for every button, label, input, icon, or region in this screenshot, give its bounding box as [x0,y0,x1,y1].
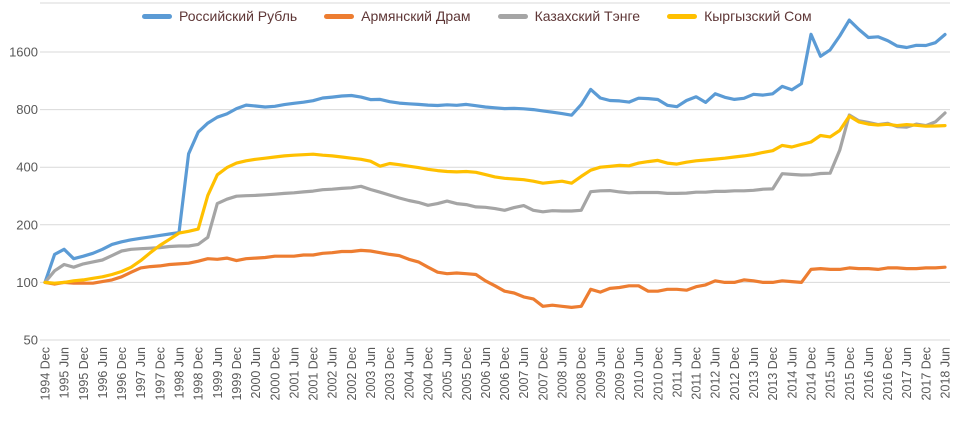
y-axis-tick-label: 200 [16,217,38,232]
x-axis-tick-label: 1995 Jun [58,347,72,398]
x-axis-tick-label: 2011 Dec [690,347,704,400]
x-axis-tick-label: 2007 Dec [536,347,550,401]
x-axis-tick-label: 2015 Dec [843,347,857,401]
y-axis-tick-label: 800 [16,102,38,117]
x-axis-tick-label: 2006 Jun [479,347,493,398]
x-axis-tick-label: 2007 Jun [517,347,531,398]
legend-line-swatch-kgs [667,13,698,19]
x-axis-tick-label: 2003 Jun [364,347,378,398]
legend-label-amd: Армянский Драм [361,8,471,24]
x-axis-tick-label: 2009 Jun [594,347,608,398]
x-axis-tick-label: 2016 Jun [862,347,876,398]
x-axis-tick-label: 1999 Dec [230,347,244,401]
x-axis-tick-label: 2003 Dec [383,347,397,401]
x-axis-tick-label: 1998 Dec [192,347,206,401]
x-axis-tick-label: 2008 Jun [556,347,570,398]
x-axis-tick-label: 2005 Jun [441,347,455,398]
x-axis-tick-label: 2002 Dec [345,347,359,401]
legend-line-swatch-amd [324,13,355,19]
x-axis-tick-label: 2004 Dec [421,347,435,401]
legend-label-rub: Российский Рубль [179,8,298,24]
x-axis-tick-label: 2000 Jun [249,347,263,398]
x-axis-tick-label: 2015 Jun [824,347,838,398]
legend-line-swatch-rub [142,13,172,19]
x-axis-tick-label: 2010 Dec [651,347,665,401]
x-axis-tick-label: 1999 Jun [211,347,225,398]
legend-item-kgs: Кыргызский Сом [667,8,812,24]
x-axis-tick-label: 1996 Dec [115,347,129,401]
x-axis-tick-label: 1997 Jun [134,347,148,398]
x-axis-tick-label: 2004 Jun [402,347,416,398]
legend-item-kzt: Казахский Тэнге [497,8,641,24]
x-axis-tick-label: 2017 Jun [900,347,914,398]
y-axis-tick-label: 50 [24,333,38,348]
x-axis-tick-label: 2008 Dec [575,347,589,401]
x-axis-tick-label: 2011 Jun [670,347,684,398]
series-line-kzt [43,111,947,284]
x-axis-tick-label: 2006 Dec [498,347,512,401]
x-axis-tick-label: 2012 Dec [728,347,742,401]
y-axis-tick-label: 100 [16,275,38,290]
x-axis-tick-label: 2014 Jun [785,347,799,398]
x-axis-tick-label: 2005 Dec [460,347,474,401]
series-line-rub [43,18,947,284]
x-axis-tick-label: 2010 Jun [632,347,646,398]
y-axis-tick-label: 400 [16,160,38,175]
x-axis-tick-label: 2000 Dec [268,347,282,401]
x-axis-tick-label: 2002 Jun [326,347,340,398]
series-line-amd [43,248,947,309]
legend-item-rub: Российский Рубль [142,8,297,24]
x-axis-tick-label: 2013 Jun [747,347,761,398]
x-axis-tick-label: 1996 Jun [96,347,110,398]
x-axis-tick-label: 2016 Dec [881,347,895,401]
y-axis-tick-label: 1600 [9,45,38,60]
x-axis-tick-label: 2017 Dec [919,347,933,401]
legend-item-amd: Армянский Драм [324,8,471,24]
x-axis-tick-label: 2001 Dec [307,347,321,401]
x-axis-tick-label: 1994 Dec [39,347,53,401]
x-axis-tick-label: 2018 Jun [939,347,953,398]
legend-label-kzt: Казахский Тэнге [534,8,641,24]
x-axis-tick-label: 2014 Dec [804,347,818,401]
x-axis-tick-label: 1998 Jun [173,347,187,398]
legend-line-swatch-kzt [497,13,528,19]
chart-legend: Российский Рубль Армянский Драм Казахски… [142,8,812,24]
x-axis-tick-label: 2009 Dec [613,347,627,401]
x-axis-tick-label: 2012 Jun [709,347,723,398]
x-axis-tick-label: 1995 Dec [77,347,91,401]
series-line-kgs [43,114,947,285]
x-axis-tick-label: 2013 Dec [766,347,780,401]
x-axis-tick-label: 1997 Dec [153,347,167,401]
x-axis-tick-label: 2001 Jun [287,347,301,398]
legend-label-kgs: Кыргызский Сом [704,8,812,24]
